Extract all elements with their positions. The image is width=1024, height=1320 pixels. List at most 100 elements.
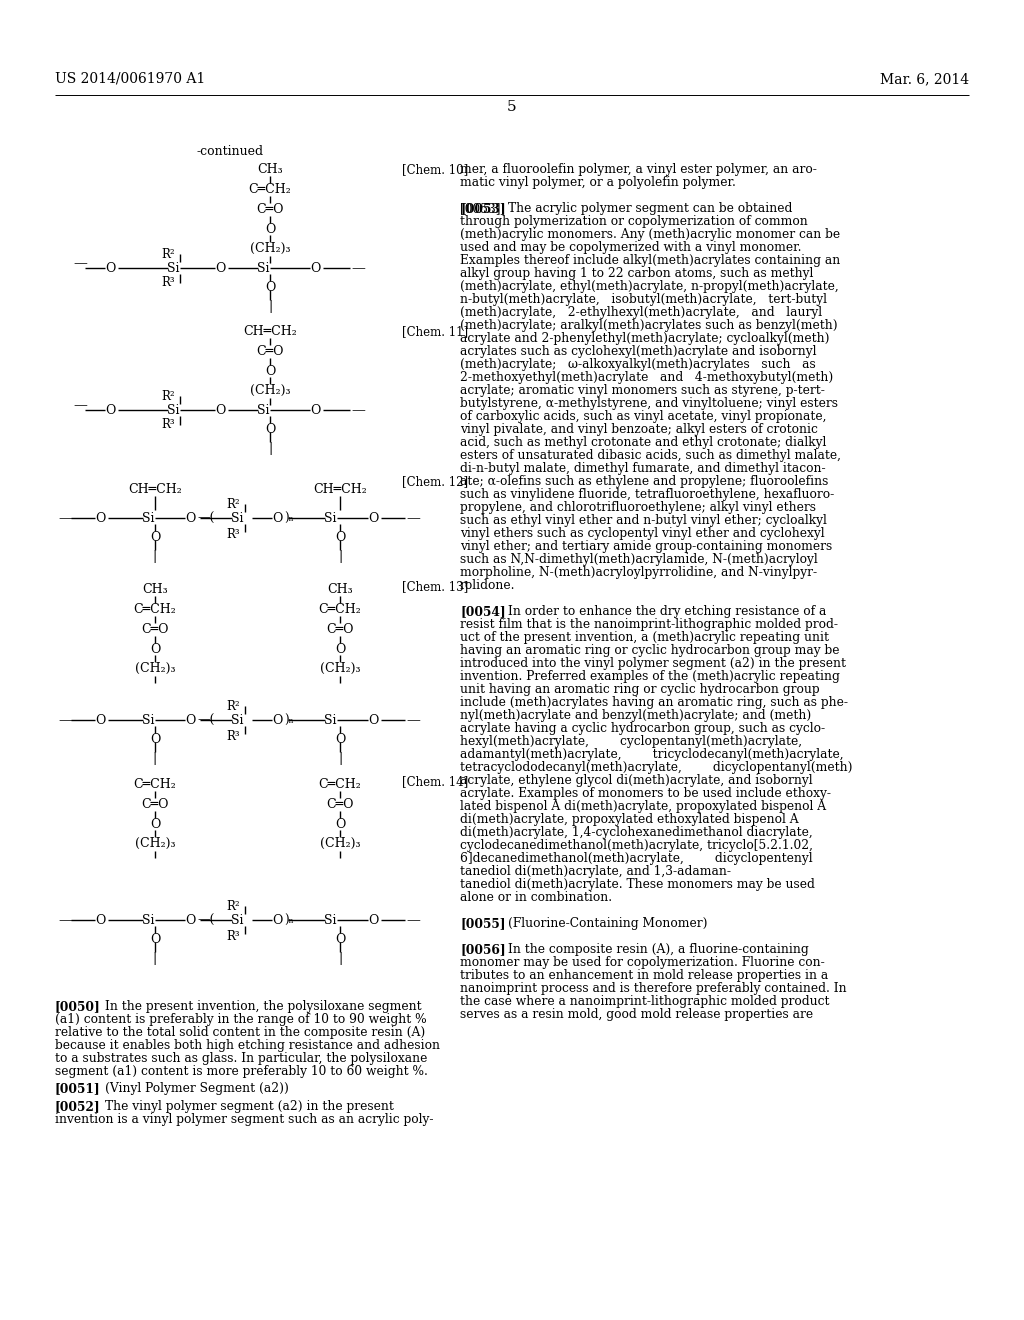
Text: mer, a fluoroolefin polymer, a vinyl ester polymer, an aro-: mer, a fluoroolefin polymer, a vinyl est… bbox=[460, 162, 817, 176]
Text: acrylate and 2-phenylethyl(meth)acrylate; cycloalkyl(meth): acrylate and 2-phenylethyl(meth)acrylate… bbox=[460, 333, 829, 345]
Text: R²: R² bbox=[226, 899, 240, 912]
Text: (CH₂)₃: (CH₂)₃ bbox=[135, 837, 175, 850]
Text: CH₃: CH₃ bbox=[257, 162, 283, 176]
Text: -continued: -continued bbox=[197, 145, 263, 158]
Text: C═O: C═O bbox=[327, 623, 353, 636]
Text: O: O bbox=[265, 223, 275, 236]
Text: O: O bbox=[95, 913, 105, 927]
Text: di(meth)acrylate, propoxylated ethoxylated bispenol A: di(meth)acrylate, propoxylated ethoxylat… bbox=[460, 813, 799, 826]
Text: invention is a vinyl polymer segment such as an acrylic poly-: invention is a vinyl polymer segment suc… bbox=[55, 1113, 433, 1126]
Text: O: O bbox=[95, 511, 105, 524]
Text: —: — bbox=[73, 399, 87, 412]
Text: O: O bbox=[215, 404, 225, 417]
Text: O: O bbox=[184, 913, 196, 927]
Text: (CH₂)₃: (CH₂)₃ bbox=[250, 384, 290, 397]
Text: cyclodecanedimethanol(meth)acrylate, tricyclo[5.2.1.02,: cyclodecanedimethanol(meth)acrylate, tri… bbox=[460, 840, 813, 851]
Text: —: — bbox=[407, 913, 420, 927]
Text: |: | bbox=[153, 752, 157, 766]
Text: (CH₂)₃: (CH₂)₃ bbox=[250, 242, 290, 255]
Text: US 2014/0061970 A1: US 2014/0061970 A1 bbox=[55, 73, 205, 86]
Text: —: — bbox=[73, 256, 87, 271]
Text: )ₙ: )ₙ bbox=[284, 511, 294, 524]
Text: to a substrates such as glass. In particular, the polysiloxane: to a substrates such as glass. In partic… bbox=[55, 1052, 427, 1065]
Text: Si: Si bbox=[230, 511, 244, 524]
Text: serves as a resin mold, good mold release properties are: serves as a resin mold, good mold releas… bbox=[460, 1008, 813, 1020]
Text: In the present invention, the polysiloxane segment: In the present invention, the polysiloxa… bbox=[105, 1001, 422, 1012]
Text: [0050]: [0050] bbox=[55, 1001, 100, 1012]
Text: Si: Si bbox=[141, 714, 155, 726]
Text: lated bispenol A di(meth)acrylate, propoxylated bispenol A: lated bispenol A di(meth)acrylate, propo… bbox=[460, 800, 826, 813]
Text: Mar. 6, 2014: Mar. 6, 2014 bbox=[880, 73, 969, 86]
Text: nanoimprint process and is therefore preferably contained. In: nanoimprint process and is therefore pre… bbox=[460, 982, 847, 995]
Text: introduced into the vinyl polymer segment (a2) in the present: introduced into the vinyl polymer segmen… bbox=[460, 657, 846, 671]
Text: Si: Si bbox=[167, 404, 179, 417]
Text: O: O bbox=[150, 733, 160, 746]
Text: vinyl pivalate, and vinyl benzoate; alkyl esters of crotonic: vinyl pivalate, and vinyl benzoate; alky… bbox=[460, 422, 818, 436]
Text: R³: R³ bbox=[161, 418, 175, 432]
Text: acrylate, ethylene glycol di(meth)acrylate, and isobornyl: acrylate, ethylene glycol di(meth)acryla… bbox=[460, 774, 813, 787]
Text: segment (a1) content is more preferably 10 to 60 weight %.: segment (a1) content is more preferably … bbox=[55, 1065, 428, 1078]
Text: O: O bbox=[368, 714, 378, 726]
Text: through polymerization or copolymerization of common: through polymerization or copolymerizati… bbox=[460, 215, 808, 228]
Text: the case where a nanoimprint-lithographic molded product: the case where a nanoimprint-lithographi… bbox=[460, 995, 829, 1008]
Text: uct of the present invention, a (meth)acrylic repeating unit: uct of the present invention, a (meth)ac… bbox=[460, 631, 829, 644]
Text: O: O bbox=[150, 818, 160, 832]
Text: O: O bbox=[265, 422, 275, 436]
Text: monomer may be used for copolymerization. Fluorine con-: monomer may be used for copolymerization… bbox=[460, 956, 824, 969]
Text: (Fluorine-Containing Monomer): (Fluorine-Containing Monomer) bbox=[508, 917, 708, 931]
Text: 5: 5 bbox=[507, 100, 517, 114]
Text: O: O bbox=[271, 714, 283, 726]
Text: having an aromatic ring or cyclic hydrocarbon group may be: having an aromatic ring or cyclic hydroc… bbox=[460, 644, 840, 657]
Text: acrylate; aromatic vinyl monomers such as styrene, p-tert-: acrylate; aromatic vinyl monomers such a… bbox=[460, 384, 825, 397]
Text: alone or in combination.: alone or in combination. bbox=[460, 891, 612, 904]
Text: C═O: C═O bbox=[256, 203, 284, 216]
Text: [0054]: [0054] bbox=[460, 605, 506, 618]
Text: (meth)acrylic monomers. Any (meth)acrylic monomer can be: (meth)acrylic monomers. Any (meth)acryli… bbox=[460, 228, 840, 242]
Text: C═CH₂: C═CH₂ bbox=[318, 777, 361, 791]
Text: CH═CH₂: CH═CH₂ bbox=[313, 483, 367, 496]
Text: (meth)acrylate; aralkyl(meth)acrylates such as benzyl(meth): (meth)acrylate; aralkyl(meth)acrylates s… bbox=[460, 319, 838, 333]
Text: The acrylic polymer segment can be obtained: The acrylic polymer segment can be obtai… bbox=[508, 202, 793, 215]
Text: matic vinyl polymer, or a polyolefin polymer.: matic vinyl polymer, or a polyolefin pol… bbox=[460, 176, 736, 189]
Text: C═O: C═O bbox=[141, 623, 169, 636]
Text: —: — bbox=[351, 403, 365, 417]
Text: |: | bbox=[153, 550, 157, 564]
Text: (a1) content is preferably in the range of 10 to 90 weight %: (a1) content is preferably in the range … bbox=[55, 1012, 427, 1026]
Text: R³: R³ bbox=[161, 276, 175, 289]
Text: O: O bbox=[310, 261, 321, 275]
Text: O: O bbox=[215, 261, 225, 275]
Text: unit having an aromatic ring or cyclic hydrocarbon group: unit having an aromatic ring or cyclic h… bbox=[460, 682, 819, 696]
Text: acrylate having a cyclic hydrocarbon group, such as cyclo-: acrylate having a cyclic hydrocarbon gro… bbox=[460, 722, 825, 735]
Text: tanediol di(meth)acrylate, and 1,3-adaman-: tanediol di(meth)acrylate, and 1,3-adama… bbox=[460, 865, 731, 878]
Text: because it enables both high etching resistance and adhesion: because it enables both high etching res… bbox=[55, 1039, 440, 1052]
Text: [Chem. 13]: [Chem. 13] bbox=[402, 579, 468, 593]
Text: O: O bbox=[310, 404, 321, 417]
Text: O: O bbox=[271, 913, 283, 927]
Text: include (meth)acrylates having an aromatic ring, such as phe-: include (meth)acrylates having an aromat… bbox=[460, 696, 848, 709]
Text: rolidone.: rolidone. bbox=[460, 579, 515, 591]
Text: CH₃: CH₃ bbox=[328, 583, 353, 597]
Text: morpholine, N-(meth)acryloylpyrrolidine, and N-vinylpyr-: morpholine, N-(meth)acryloylpyrrolidine,… bbox=[460, 566, 817, 579]
Text: such as ethyl vinyl ether and n-butyl vinyl ether; cycloalkyl: such as ethyl vinyl ether and n-butyl vi… bbox=[460, 513, 826, 527]
Text: tetracyclododecanyl(meth)acrylate,        dicyclopentanyl(meth): tetracyclododecanyl(meth)acrylate, dicyc… bbox=[460, 762, 853, 774]
Text: hexyl(meth)acrylate,        cyclopentanyl(meth)acrylate,: hexyl(meth)acrylate, cyclopentanyl(meth)… bbox=[460, 735, 802, 748]
Text: —(: —( bbox=[197, 714, 214, 726]
Text: tributes to an enhancement in mold release properties in a: tributes to an enhancement in mold relea… bbox=[460, 969, 828, 982]
Text: In the composite resin (A), a fluorine-containing: In the composite resin (A), a fluorine-c… bbox=[508, 942, 809, 956]
Text: |: | bbox=[338, 550, 342, 564]
Text: —: — bbox=[351, 261, 365, 275]
Text: [Chem. 12]: [Chem. 12] bbox=[402, 475, 468, 488]
Text: —: — bbox=[407, 713, 420, 727]
Text: Si: Si bbox=[257, 261, 269, 275]
Text: Si: Si bbox=[230, 913, 244, 927]
Text: O: O bbox=[184, 714, 196, 726]
Text: |: | bbox=[338, 952, 342, 965]
Text: [Chem. 10]: [Chem. 10] bbox=[402, 162, 468, 176]
Text: acid, such as methyl crotonate and ethyl crotonate; dialkyl: acid, such as methyl crotonate and ethyl… bbox=[460, 436, 826, 449]
Text: |: | bbox=[153, 952, 157, 965]
Text: of carboxylic acids, such as vinyl acetate, vinyl propionate,: of carboxylic acids, such as vinyl aceta… bbox=[460, 411, 826, 422]
Text: C═O: C═O bbox=[141, 799, 169, 810]
Text: —: — bbox=[58, 913, 72, 927]
Text: nyl(meth)acrylate and benzyl(meth)acrylate; and (meth): nyl(meth)acrylate and benzyl(meth)acryla… bbox=[460, 709, 811, 722]
Text: O: O bbox=[368, 913, 378, 927]
